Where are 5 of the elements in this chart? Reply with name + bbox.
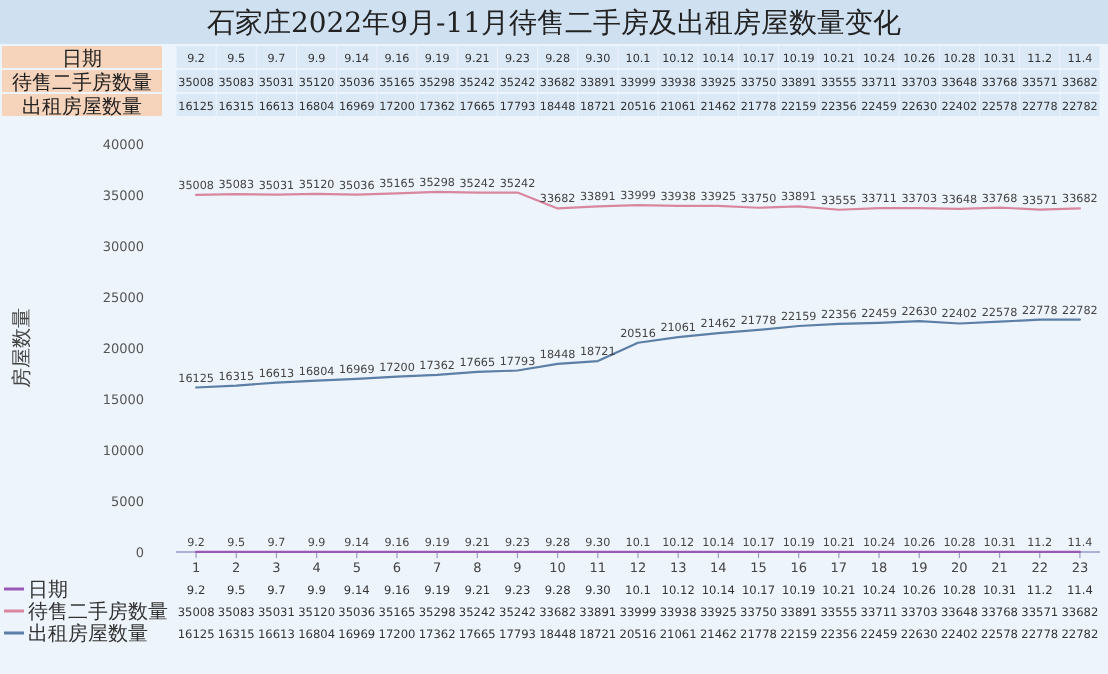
y-axis-title: 房屋数量 [10, 308, 34, 388]
legend-label: 待售二手房数量 [28, 600, 168, 624]
legend-label: 出租房屋数量 [28, 622, 148, 646]
chart-title: 石家庄2022年9月-11月待售二手房及出租房屋数量变化 [206, 8, 902, 40]
legend-label: 日期 [28, 578, 68, 602]
